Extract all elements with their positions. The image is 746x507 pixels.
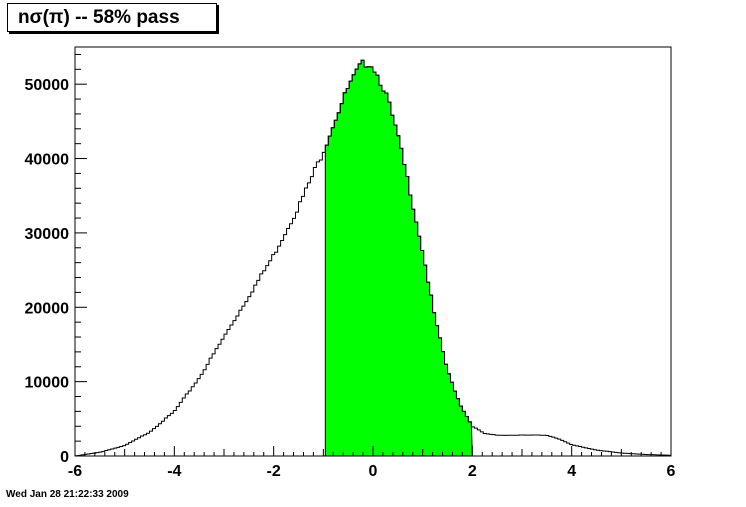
x-tick-label: 0 — [369, 463, 378, 480]
x-tick-label: -4 — [167, 463, 181, 480]
axes-layer: -6 -4 -2 0 2 4 6 0 10000 20000 30000 40000 50000 — [25, 53, 676, 480]
chart-title: nσ(π) -- 58% pass — [7, 3, 217, 32]
y-tick-label: 0 — [60, 449, 69, 466]
histogram-layer — [74, 59, 671, 457]
timestamp: Wed Jan 28 21:22:33 2009 — [6, 489, 129, 500]
histogram-outline — [74, 59, 671, 457]
x-tick-label: 2 — [468, 463, 477, 480]
y-tick-label: 50000 — [25, 77, 70, 94]
x-tick-label: -2 — [267, 463, 281, 480]
x-tick-label: 6 — [667, 463, 676, 480]
y-tick-label: 10000 — [25, 375, 70, 392]
y-tick-label: 30000 — [25, 226, 70, 243]
y-tick-label: 40000 — [25, 152, 70, 169]
x-tick-label: -6 — [68, 463, 82, 480]
x-tick-label: 4 — [567, 463, 576, 480]
y-tick-label: 20000 — [25, 300, 70, 317]
